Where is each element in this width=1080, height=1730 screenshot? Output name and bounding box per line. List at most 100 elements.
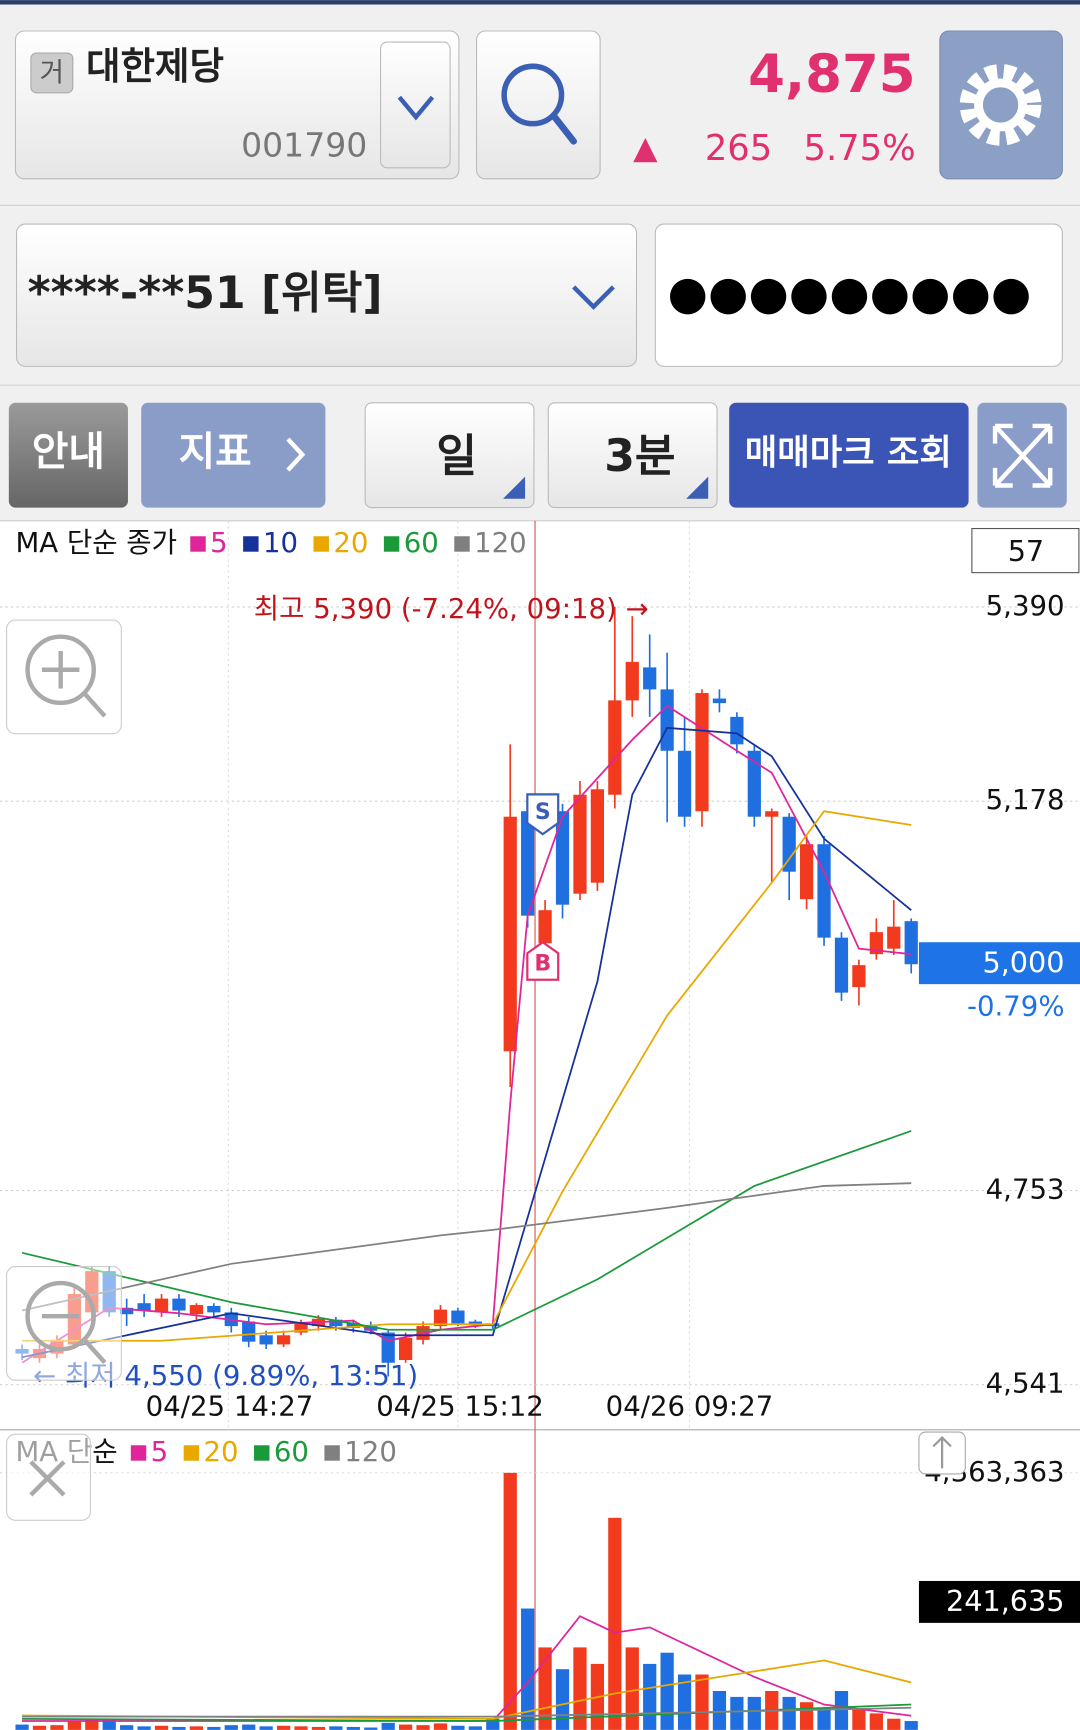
candle-body [834, 937, 849, 993]
candle-body [869, 932, 883, 955]
legend-swatch [313, 536, 329, 552]
buy-mark-text: B [534, 951, 551, 976]
tool-button[interactable] [141, 402, 326, 508]
password-box[interactable] [654, 223, 1063, 367]
tool-label: 안내 [32, 429, 105, 475]
candle-body [695, 693, 709, 812]
volume-bar [120, 1725, 134, 1730]
volume-bar [172, 1726, 186, 1730]
sell-mark [526, 793, 560, 836]
volume-bar [782, 1696, 796, 1730]
volume-bar [869, 1713, 883, 1730]
expand-icon [992, 423, 1053, 488]
candle-body [887, 926, 901, 949]
volume-bar [712, 1691, 727, 1730]
current-price: 4,875 [748, 44, 915, 105]
volume-bar [242, 1724, 256, 1730]
tool-button[interactable] [364, 402, 535, 509]
volume-bar [625, 1647, 639, 1730]
tool-button[interactable] [8, 402, 128, 508]
last-volume: 241,635 [946, 1584, 1065, 1618]
legend-swatch [454, 536, 470, 552]
volume-bar [276, 1725, 291, 1730]
last-volume-box [918, 1580, 1080, 1623]
plots: 4,541 4,753 5,178 5,390 04/25 14:27 04/25 15:… [0, 520, 1080, 1730]
last-price: 5,000 [982, 945, 1064, 979]
market-badge [30, 52, 74, 94]
volume-bar [503, 1472, 517, 1730]
zoom-icon [25, 1280, 96, 1352]
buy-mark [526, 940, 560, 981]
tool-button[interactable] [547, 402, 718, 509]
volume-bar [346, 1726, 360, 1730]
tool-button[interactable] [729, 402, 969, 508]
candle-body [259, 1335, 273, 1345]
price-change: 265 [705, 128, 772, 169]
legend-label: 20 [333, 526, 368, 559]
volume-bar [381, 1722, 395, 1730]
volume-bar [521, 1608, 535, 1730]
last-price-box [918, 942, 1080, 985]
legend-swatch [383, 536, 400, 552]
x-tick-label: 04/25 14:27 [146, 1390, 314, 1423]
zoom-icon [41, 1313, 107, 1365]
legend-label: 10 [263, 526, 298, 559]
stock-code: 001790 [241, 125, 367, 164]
count-box [971, 527, 1080, 574]
volume-bar [399, 1724, 413, 1730]
volume-bar [486, 1718, 500, 1730]
candle-body [503, 816, 517, 1052]
volume-bar [224, 1725, 238, 1730]
last-change: -0.79% [967, 989, 1065, 1022]
volume-bar [154, 1725, 169, 1730]
candle-body [364, 1326, 378, 1331]
candle-body [817, 844, 831, 938]
close-icon [29, 1460, 66, 1497]
high-note: 최고 5,390 (-7.24%, 09:18) → [254, 592, 649, 625]
candle-body [625, 661, 639, 701]
volume-bar [834, 1691, 849, 1730]
volume-bar [747, 1696, 761, 1730]
candle-body [538, 910, 552, 944]
candle-body [329, 1319, 343, 1327]
y-tick-label: 4,753 [986, 1173, 1065, 1206]
zoom-icon [41, 650, 107, 718]
search-button[interactable] [476, 30, 601, 180]
volume-bar [67, 1721, 81, 1730]
volume-bar [102, 1719, 116, 1730]
settings-button[interactable] [939, 30, 1063, 180]
candle-body [521, 811, 535, 916]
legend-swatch [130, 1445, 147, 1461]
volume-bar [329, 1726, 343, 1730]
sell-mark-text: S [535, 800, 551, 825]
volume-bar [817, 1708, 831, 1730]
stock-box[interactable] [14, 30, 460, 180]
candle-body [643, 667, 657, 690]
volume-bar [555, 1669, 570, 1730]
ma-line [22, 810, 912, 1342]
legend-label: 20 [204, 1435, 239, 1468]
volume-bar [85, 1718, 99, 1730]
candle-body [120, 1307, 134, 1315]
candle-body [399, 1338, 413, 1361]
volume-bar [904, 1721, 918, 1730]
candle-body [468, 1321, 482, 1326]
status-strip [0, 0, 1080, 5]
volume-bar [695, 1674, 709, 1730]
ma-line [21, 704, 912, 1364]
volume-bar [294, 1726, 308, 1730]
gear-icon [959, 64, 1042, 146]
ma-line [21, 1130, 912, 1331]
account-box[interactable] [15, 223, 638, 367]
y-tick-label: 4,541 [986, 1367, 1065, 1400]
candle-body [799, 844, 814, 900]
candle-body [747, 750, 761, 817]
volume-bar [730, 1696, 744, 1730]
gear-icon [974, 78, 1028, 132]
volume-bar [15, 1724, 29, 1730]
scroll-icon [932, 1435, 952, 1469]
volume-bar [643, 1663, 657, 1730]
stock-dropdown[interactable] [380, 41, 451, 169]
volume-bar [677, 1674, 692, 1730]
